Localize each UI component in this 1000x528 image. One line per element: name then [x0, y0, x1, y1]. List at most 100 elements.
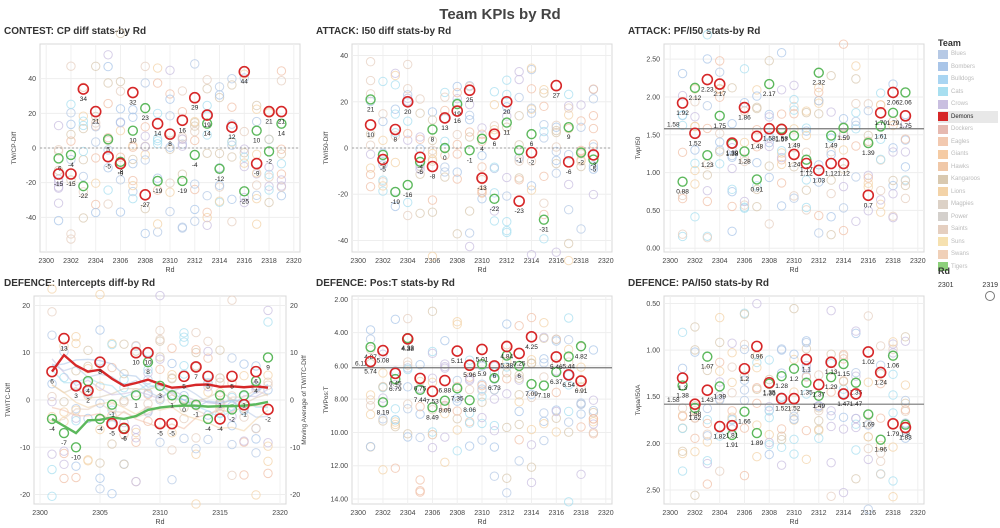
legend-item-dockers[interactable]: Dockers	[938, 123, 998, 136]
tigers-point[interactable]	[801, 154, 812, 165]
demons-point[interactable]	[70, 380, 82, 392]
chart-pos-t[interactable]: 2300 2302 2304 2306 2308 2310 2312 2314 2316 2318…	[316, 278, 622, 526]
demons-point[interactable]	[77, 83, 90, 95]
demons-point[interactable]	[763, 376, 776, 389]
demons-point[interactable]	[164, 128, 176, 140]
demons-point[interactable]	[476, 172, 488, 184]
tigers-point[interactable]	[452, 98, 463, 110]
tigers-point[interactable]	[102, 134, 114, 145]
demons-point[interactable]	[451, 345, 464, 357]
tigers-point[interactable]	[900, 87, 911, 98]
demons-point[interactable]	[139, 189, 152, 201]
tigers-point[interactable]	[875, 121, 886, 132]
demons-point[interactable]	[426, 160, 439, 173]
legend-item-power[interactable]: Power	[938, 211, 998, 224]
demons-point[interactable]	[238, 65, 251, 78]
demons-point[interactable]	[377, 153, 389, 166]
demons-point[interactable]	[389, 123, 402, 136]
tigers-point[interactable]	[263, 146, 275, 157]
demons-point[interactable]	[364, 355, 377, 368]
tigers-point[interactable]	[414, 384, 426, 396]
demons-point[interactable]	[500, 340, 513, 353]
tigers-point[interactable]	[689, 402, 701, 414]
demons-point[interactable]	[587, 149, 600, 161]
tigers-point[interactable]	[702, 149, 713, 161]
legend-item-magpies[interactable]: Magpies	[938, 198, 998, 211]
tigers-point[interactable]	[130, 390, 142, 401]
tigers-point[interactable]	[838, 358, 849, 370]
demons-point[interactable]	[850, 388, 862, 400]
demons-point[interactable]	[550, 351, 563, 363]
demons-point[interactable]	[738, 362, 751, 375]
tigers-point[interactable]	[106, 399, 118, 410]
chart-pf-i50[interactable]: 2300 2302 2304 2306 2308 2310 2312 2314 2316 2318…	[628, 26, 934, 274]
tigers-point[interactable]	[94, 413, 106, 425]
tigers-point[interactable]	[513, 145, 525, 156]
demons-point[interactable]	[389, 367, 402, 380]
tigers-point[interactable]	[377, 149, 389, 161]
demons-point[interactable]	[899, 421, 912, 434]
tigers-point[interactable]	[575, 341, 587, 352]
tigers-point[interactable]	[838, 122, 849, 134]
tigers-point[interactable]	[813, 390, 824, 402]
tigers-point[interactable]	[714, 110, 725, 122]
tigers-point[interactable]	[739, 146, 750, 157]
tigers-point[interactable]	[825, 371, 837, 383]
tigers-point[interactable]	[563, 121, 574, 133]
demons-point[interactable]	[899, 110, 912, 122]
tigers-point[interactable]	[152, 175, 163, 187]
tigers-point[interactable]	[501, 117, 512, 128]
legend-item-bulldogs[interactable]: Bulldogs	[938, 73, 998, 86]
tigers-point[interactable]	[751, 174, 763, 185]
legend-item-giants[interactable]: Giants	[938, 148, 998, 161]
tigers-point[interactable]	[46, 413, 58, 425]
tigers-point[interactable]	[751, 427, 763, 439]
tigers-point[interactable]	[177, 175, 188, 187]
demons-point[interactable]	[414, 372, 426, 385]
tigers-point[interactable]	[863, 409, 874, 420]
demons-point[interactable]	[812, 378, 825, 391]
tigers-point[interactable]	[58, 427, 70, 439]
demons-point[interactable]	[451, 105, 464, 117]
demons-point[interactable]	[837, 388, 850, 400]
demons-point[interactable]	[226, 370, 238, 383]
tigers-point[interactable]	[739, 406, 750, 417]
demons-point[interactable]	[763, 122, 776, 135]
tigers-point[interactable]	[538, 214, 550, 225]
chart-i50-diff[interactable]: 2300 2302 2304 2306 2308 2310 2312 2314 2316 2318…	[316, 26, 622, 274]
tigers-point[interactable]	[452, 383, 463, 394]
demons-point[interactable]	[874, 107, 887, 119]
legend-item-swans[interactable]: Swans	[938, 248, 998, 261]
tigers-point[interactable]	[365, 94, 376, 105]
tigers-point[interactable]	[214, 163, 225, 175]
demons-point[interactable]	[874, 366, 887, 379]
demons-point[interactable]	[713, 420, 726, 433]
tigers-point[interactable]	[190, 399, 202, 410]
demons-point[interactable]	[775, 123, 788, 136]
tigers-point[interactable]	[427, 402, 438, 413]
legend-item-hawks[interactable]: Hawks	[938, 161, 998, 174]
demons-point[interactable]	[862, 189, 875, 202]
tigers-point[interactable]	[127, 125, 139, 136]
demons-point[interactable]	[751, 130, 763, 143]
tigers-point[interactable]	[702, 351, 713, 362]
demons-point[interactable]	[726, 419, 738, 432]
legend-item-crows[interactable]: Crows	[938, 98, 998, 111]
chart-cp-diff[interactable]: 2300 2302 2304 2306 2308 2310 2312 2314 2316 2318…	[4, 26, 310, 274]
demons-point[interactable]	[426, 385, 439, 398]
tigers-point[interactable]	[825, 130, 837, 141]
demons-point[interactable]	[800, 353, 813, 366]
tigers-point[interactable]	[887, 350, 899, 361]
tigers-point[interactable]	[476, 133, 488, 144]
demons-point[interactable]	[154, 417, 166, 430]
tigers-point[interactable]	[526, 128, 537, 140]
tigers-point[interactable]	[489, 193, 500, 205]
demons-point[interactable]	[178, 370, 190, 383]
tigers-point[interactable]	[813, 67, 824, 78]
demons-point[interactable]	[401, 333, 414, 345]
demons-point[interactable]	[812, 164, 825, 177]
demons-point[interactable]	[118, 422, 130, 435]
legend-item-eagles[interactable]: Eagles	[938, 136, 998, 149]
legend-item-blues[interactable]: Blues	[938, 48, 998, 61]
legend-item-kangaroos[interactable]: Kangaroos	[938, 173, 998, 186]
